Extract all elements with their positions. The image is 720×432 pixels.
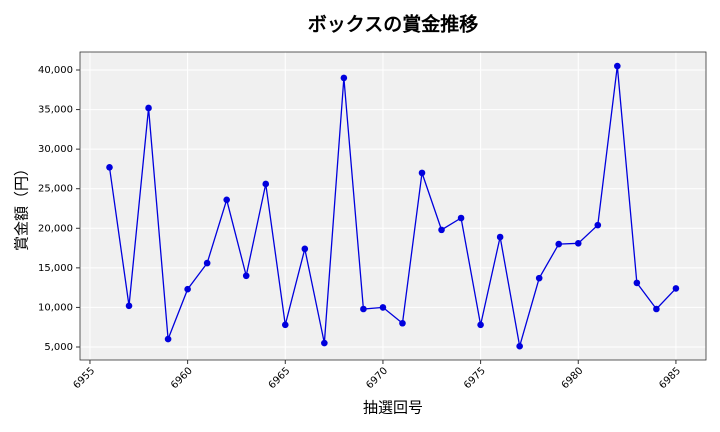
data-point	[321, 339, 328, 347]
data-point	[106, 164, 113, 171]
x-tick-label: 6965	[267, 365, 293, 391]
x-tick-label: 6975	[462, 365, 488, 391]
plot-area	[80, 52, 706, 360]
data-point	[614, 62, 621, 70]
data-point	[242, 272, 250, 280]
y-tick-label: 20,000	[38, 223, 73, 234]
y-axis-label: 賞金額（円）	[13, 161, 31, 251]
data-point	[360, 305, 367, 313]
data-point	[672, 285, 680, 292]
y-tick-label: 25,000	[38, 184, 73, 195]
data-point	[574, 240, 582, 247]
data-point	[633, 279, 641, 287]
data-point	[457, 214, 465, 222]
data-point	[477, 321, 484, 329]
data-point	[496, 233, 504, 241]
x-tick-label: 6980	[560, 365, 586, 391]
x-tick-label: 6985	[657, 365, 683, 391]
chart-title: ボックスの賞金推移	[308, 13, 478, 36]
data-point	[535, 274, 543, 282]
x-tick-label: 6960	[169, 365, 195, 391]
y-tick-label: 35,000	[38, 105, 73, 116]
data-point	[223, 196, 230, 204]
y-tick-label: 40,000	[38, 65, 73, 76]
x-axis-label: 抽選回号	[363, 399, 423, 417]
x-tick-label: 6955	[71, 365, 97, 391]
data-point	[516, 342, 523, 350]
data-point	[164, 335, 172, 343]
data-point	[184, 285, 191, 293]
y-tick-label: 15,000	[38, 263, 73, 274]
y-tick-label: 5,000	[44, 342, 73, 353]
y-tick-label: 30,000	[38, 144, 73, 155]
data-point	[301, 245, 309, 253]
series-line	[108, 65, 677, 347]
data-point	[438, 226, 445, 234]
data-point	[653, 305, 660, 313]
y-tick-label: 10,000	[38, 302, 73, 313]
data-point	[379, 304, 387, 311]
x-tick-label: 6970	[364, 365, 390, 391]
data-point	[145, 104, 152, 112]
data-point	[203, 259, 211, 267]
data-point	[555, 240, 563, 248]
data-point	[125, 302, 133, 310]
plot-frame	[79, 51, 707, 361]
data-point	[340, 74, 348, 82]
data-point	[418, 169, 426, 177]
data-point	[594, 221, 602, 229]
data-point	[281, 321, 289, 329]
data-point	[399, 319, 406, 327]
data-point	[262, 180, 270, 188]
